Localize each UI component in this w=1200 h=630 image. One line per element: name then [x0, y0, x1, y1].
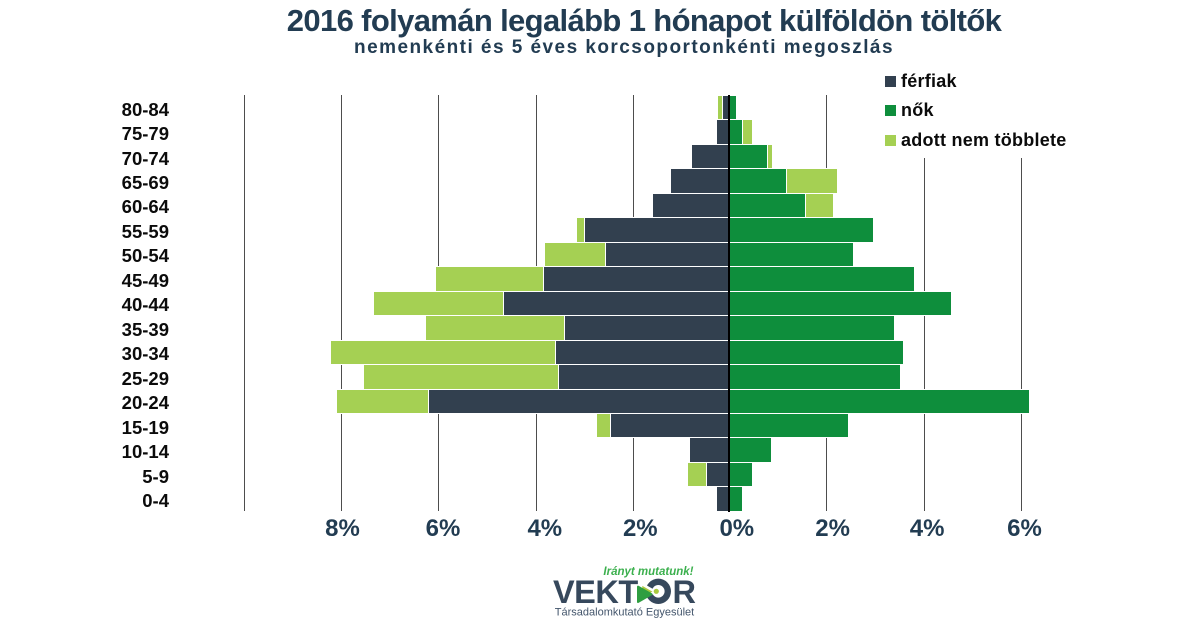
svg-text:Irányt mutatunk!: Irányt mutatunk! — [603, 566, 693, 578]
svg-text:VEKT: VEKT — [553, 574, 638, 610]
svg-text:Társadalomkutató Egyesület: Társadalomkutató Egyesület — [555, 607, 694, 619]
svg-text:R: R — [673, 574, 696, 610]
